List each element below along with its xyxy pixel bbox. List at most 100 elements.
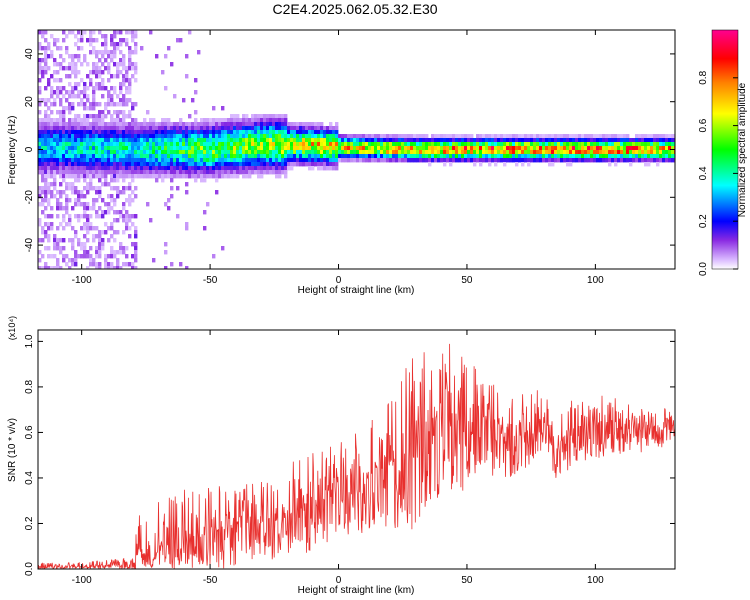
spectrogram-cell: [293, 126, 297, 131]
spectrogram-cell: [134, 230, 138, 235]
spectrogram-cell: [254, 126, 258, 131]
spectrogram-cell: [353, 150, 357, 155]
spectrogram-cell: [119, 126, 123, 131]
spectrogram-cell: [311, 130, 315, 135]
spectrogram-cell: [320, 126, 324, 131]
spectrogram-cell: [671, 158, 675, 163]
spectrogram-cell: [602, 150, 606, 155]
spectrogram-cell: [206, 166, 210, 171]
spectrogram-cell: [68, 266, 72, 269]
spectrogram-cell: [80, 138, 84, 143]
spectrogram-cell: [638, 154, 642, 159]
spectrogram-cell: [338, 134, 342, 139]
spectrogram-cell: [263, 150, 267, 155]
spectrogram-cell: [542, 154, 546, 159]
spectrogram-cell: [329, 154, 333, 159]
spectrogram-cell: [185, 138, 189, 143]
spectrogram-cell: [662, 150, 666, 155]
spectrogram-cell: [188, 126, 192, 131]
spectrogram-cell: [164, 134, 168, 139]
spectrogram-cell: [221, 154, 225, 159]
spectrogram-cell: [329, 130, 333, 135]
spectrogram-cell: [542, 134, 546, 139]
spectrogram-cell: [47, 202, 51, 207]
spectrogram-cell: [47, 142, 51, 147]
spectrogram-cell: [59, 182, 63, 187]
spectrogram-cell: [134, 30, 138, 35]
spectrogram-cell: [164, 86, 168, 91]
spectrogram-cell: [131, 178, 135, 183]
spectrogram-cell: [110, 226, 114, 231]
spectrogram-cell: [464, 150, 468, 155]
spectrogram-cell: [422, 146, 426, 151]
spectrogram-cell: [653, 138, 657, 143]
spectrogram-cell: [419, 138, 423, 143]
spectrogram-cell: [626, 154, 630, 159]
spectrogram-cell: [287, 122, 291, 127]
spectrogram-cell: [374, 158, 378, 163]
spectrogram-cell: [62, 58, 66, 63]
spectrogram-cell: [161, 170, 165, 175]
spectrogram-cell: [179, 150, 183, 155]
spectrogram-cell: [74, 186, 78, 191]
spectrogram-cell: [587, 158, 591, 163]
spectrogram-cell: [320, 134, 324, 139]
spectrogram-cell: [599, 134, 603, 139]
spectrogram-cell: [83, 142, 87, 147]
spectrogram-cell: [41, 150, 45, 155]
spectrogram-cell: [47, 234, 51, 239]
spectrogram-cell: [341, 150, 345, 155]
spectrogram-cell: [134, 246, 138, 251]
spectrogram-cell: [242, 142, 246, 147]
spectrogram-cell: [269, 166, 273, 171]
spectrogram-cell: [50, 142, 54, 147]
spectrogram-cell: [611, 158, 615, 163]
spectrogram-cell: [95, 158, 99, 163]
spectrogram-cell: [122, 202, 126, 207]
spectrogram-cell: [365, 150, 369, 155]
spectrogram-cell: [65, 262, 69, 267]
spectrogram-cell: [68, 182, 72, 187]
spectrogram-cell: [329, 138, 333, 143]
spectrogram-cell: [347, 142, 351, 147]
spectrogram-cell: [128, 54, 132, 59]
spectrogram-cell: [416, 146, 420, 151]
spectrogram-cell: [626, 158, 630, 163]
spectrogram-cell: [215, 122, 219, 127]
spectrogram-cell: [569, 158, 573, 163]
spectrogram-cell: [305, 158, 309, 163]
spectrogram-cell: [509, 150, 513, 155]
spectrogram-cell: [62, 174, 66, 179]
spectrogram-cell: [347, 146, 351, 151]
spectrogram-cell: [665, 142, 669, 147]
spectrogram-cell: [131, 242, 135, 247]
spectrogram-cell: [386, 138, 390, 143]
spectrogram-cell: [38, 266, 42, 269]
spectrogram-cell: [131, 62, 135, 67]
spectrogram-cell: [89, 226, 93, 231]
spectrogram-cell: [332, 146, 336, 151]
spectrogram-cell: [128, 110, 132, 115]
spectrogram-cell: [89, 178, 93, 183]
spectrogram-cell: [53, 130, 57, 135]
spectrogram-cell: [635, 154, 639, 159]
spectrogram-cell: [98, 82, 102, 87]
spectrogram-cell: [191, 146, 195, 151]
spectrogram-cell: [113, 170, 117, 175]
spectrogram-cell: [53, 142, 57, 147]
spectrogram-cell: [518, 146, 522, 151]
spectrogram-cell: [152, 126, 156, 131]
spectrogram-cell: [224, 122, 228, 127]
spectrogram-cell: [98, 262, 102, 267]
spectrogram-cell: [128, 58, 132, 63]
spectrogram-cell: [95, 38, 99, 43]
spectrogram-cell: [494, 134, 498, 139]
spectrogram-cell: [221, 174, 225, 179]
spectrogram-cell: [53, 134, 57, 139]
spectrogram-cell: [623, 154, 627, 159]
spectrogram-cell: [188, 158, 192, 163]
spectrogram-cell: [272, 154, 276, 159]
spectrogram-cell: [230, 150, 234, 155]
spectrogram-cell: [260, 150, 264, 155]
spectrogram-cell: [434, 158, 438, 163]
